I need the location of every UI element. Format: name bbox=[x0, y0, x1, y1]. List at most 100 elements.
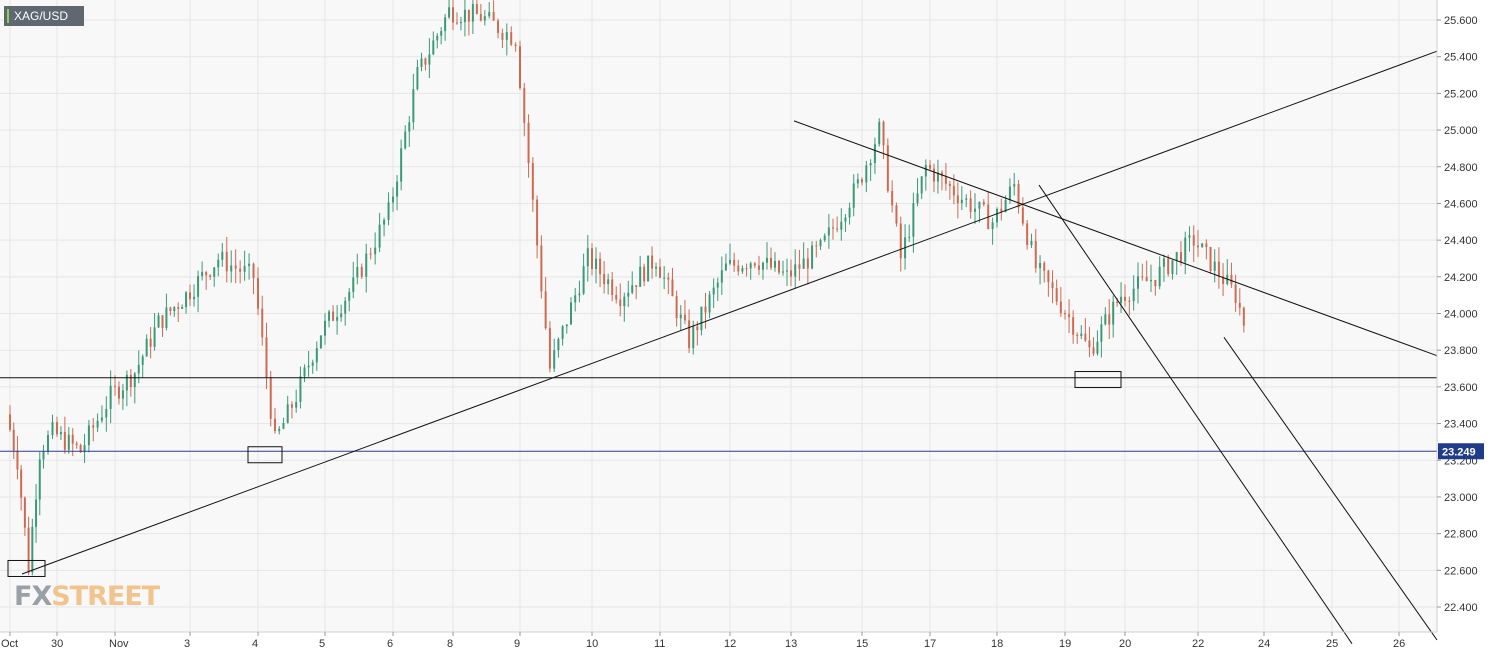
candle-body bbox=[488, 11, 491, 17]
candle-body bbox=[328, 311, 331, 321]
candle bbox=[982, 199, 985, 207]
candle-body bbox=[615, 294, 618, 300]
candle-body bbox=[1092, 347, 1095, 354]
candle-body bbox=[659, 266, 661, 278]
candle bbox=[700, 306, 703, 336]
candle-body bbox=[716, 282, 719, 288]
candle bbox=[591, 243, 593, 276]
candle-body bbox=[944, 176, 947, 184]
candle-body bbox=[344, 300, 347, 314]
candle-body bbox=[209, 275, 212, 277]
candle bbox=[607, 273, 610, 295]
candle-body bbox=[92, 425, 95, 428]
highlight-box[interactable] bbox=[7, 559, 46, 577]
x-tick-label: 10 bbox=[586, 638, 598, 650]
candle bbox=[582, 253, 585, 295]
candle-body bbox=[1051, 282, 1054, 289]
candle bbox=[688, 309, 691, 354]
axes: 22.40022.60022.80023.00023.20023.40023.6… bbox=[0, 0, 1478, 650]
candle-body bbox=[20, 469, 23, 498]
candle bbox=[92, 418, 95, 442]
candle bbox=[257, 267, 259, 316]
candle-body bbox=[492, 11, 495, 21]
candle-body bbox=[836, 228, 839, 230]
trendline[interactable] bbox=[1038, 184, 1353, 644]
candle-body bbox=[1013, 184, 1016, 187]
candle bbox=[553, 338, 556, 372]
candle-body bbox=[753, 263, 756, 266]
candle-body bbox=[290, 404, 293, 408]
candle bbox=[96, 413, 99, 432]
candle bbox=[1167, 254, 1170, 277]
candle-body bbox=[1234, 284, 1237, 303]
candle-body bbox=[737, 265, 740, 272]
candle bbox=[1100, 316, 1103, 358]
candle bbox=[105, 396, 108, 432]
x-tick-label: 11 bbox=[654, 638, 665, 650]
candle bbox=[31, 518, 34, 576]
candle-body bbox=[1021, 207, 1024, 224]
trendline[interactable] bbox=[21, 50, 1438, 575]
candle-body bbox=[133, 373, 136, 388]
candle-body bbox=[1112, 301, 1115, 325]
candle-body bbox=[586, 248, 589, 267]
candle bbox=[448, 0, 451, 19]
candle-body bbox=[920, 176, 923, 194]
y-tick-label: 25.200 bbox=[1444, 88, 1478, 100]
candle bbox=[1242, 306, 1245, 333]
y-tick-label: 24.000 bbox=[1444, 309, 1478, 321]
candle bbox=[356, 253, 359, 285]
candle bbox=[1175, 251, 1178, 275]
candle bbox=[991, 217, 994, 245]
candle-body bbox=[109, 385, 112, 409]
candle bbox=[940, 170, 943, 191]
candle bbox=[432, 31, 435, 56]
candle-body bbox=[960, 199, 963, 204]
candle-body bbox=[802, 258, 805, 269]
y-tick-label: 25.000 bbox=[1444, 125, 1478, 137]
candle bbox=[865, 160, 868, 193]
candle-body bbox=[96, 420, 99, 428]
y-tick-label: 23.000 bbox=[1444, 492, 1478, 504]
candle bbox=[603, 260, 606, 294]
highlight-box[interactable] bbox=[247, 446, 283, 464]
candle-body bbox=[996, 208, 998, 223]
candle-body bbox=[823, 235, 826, 241]
candle bbox=[729, 243, 731, 266]
candle bbox=[217, 253, 220, 277]
y-tick-label: 24.200 bbox=[1444, 272, 1478, 284]
candle-body bbox=[114, 385, 116, 387]
candle bbox=[1213, 249, 1216, 283]
candle bbox=[578, 280, 581, 303]
candle bbox=[1205, 239, 1208, 260]
candle bbox=[213, 266, 216, 287]
candle-body bbox=[1017, 184, 1020, 208]
candle-body bbox=[67, 434, 70, 450]
candle bbox=[1179, 241, 1182, 266]
candle-body bbox=[412, 89, 415, 123]
candle bbox=[1000, 198, 1003, 221]
trendline[interactable] bbox=[1223, 337, 1438, 641]
candle-body bbox=[553, 350, 556, 369]
candle-body bbox=[912, 203, 915, 237]
y-tick-label: 23.600 bbox=[1444, 382, 1478, 394]
candle bbox=[141, 354, 144, 379]
candle-body bbox=[12, 429, 15, 451]
candle-body bbox=[315, 348, 318, 363]
candle bbox=[570, 297, 572, 325]
candle-body bbox=[667, 277, 670, 280]
candle-body bbox=[844, 217, 847, 222]
candle bbox=[1162, 254, 1165, 282]
candle bbox=[899, 216, 902, 272]
trendline[interactable] bbox=[793, 120, 1438, 357]
candle bbox=[1108, 299, 1111, 339]
candle-body bbox=[1059, 301, 1062, 314]
candle-body bbox=[599, 258, 602, 275]
candle-body bbox=[582, 266, 585, 294]
candle bbox=[400, 139, 403, 191]
candle bbox=[1072, 310, 1075, 344]
candle-body bbox=[1188, 235, 1191, 238]
highlight-box[interactable] bbox=[1074, 371, 1122, 389]
candle-body bbox=[404, 131, 407, 149]
candle-body bbox=[42, 451, 45, 460]
